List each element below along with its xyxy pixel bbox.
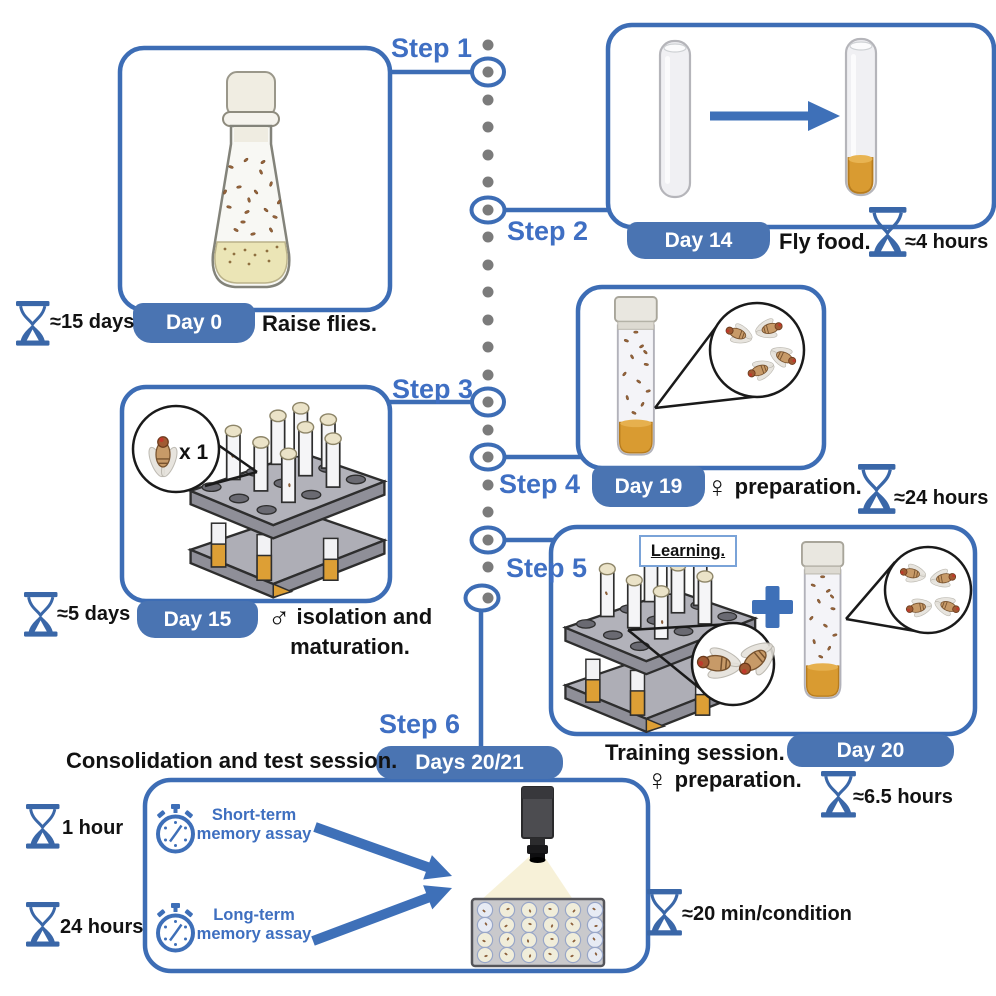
step4-duration: ≈24 hours: [894, 487, 989, 509]
stopwatch-icon-long-term: [154, 901, 196, 953]
well-plate-illustration: [470, 897, 606, 968]
hourglass-icon-step1: [14, 299, 51, 348]
step5-caption: Training session.: [605, 740, 785, 765]
male-symbol: ♂: [267, 601, 291, 634]
food-tube-food: [847, 155, 874, 194]
magnifier-callout-step3: [204, 440, 258, 488]
fly-vial-illustration: [615, 297, 657, 455]
female-symbol-2: ♀: [646, 764, 669, 797]
step4-day-badge: Day 19: [592, 466, 705, 507]
long-term-assay-label: Long-term memory assay: [196, 906, 312, 944]
step2-duration: ≈4 hours: [905, 231, 989, 253]
hourglass-icon-step3: [22, 590, 59, 639]
timeline-connectors: [388, 69, 616, 752]
learning-label-box: Learning.: [639, 535, 737, 567]
hourglass-icon-step5: [819, 769, 858, 820]
step3-day-badge: Day 15: [137, 601, 258, 638]
magnifier-callout-step5-right: [845, 561, 922, 634]
hourglass-icon-step4: [856, 462, 898, 516]
female-symbol: ♀: [706, 471, 729, 504]
step1-label: Step 1: [391, 33, 473, 63]
camera-icon: [521, 786, 554, 863]
magnifier-circle-step5-right: [883, 545, 973, 635]
step6-caption: Consolidation and test session.: [66, 748, 398, 773]
step3-duration: ≈5 days: [57, 603, 131, 625]
fly-count-label: x 1: [179, 441, 209, 464]
step6-label: Step 6: [379, 709, 461, 739]
step5-day-badge: Day 20: [787, 734, 954, 767]
hourglass-icon-per-condition: [645, 887, 684, 938]
timeline-dots: [482, 39, 494, 604]
long-term-duration: 24 hours: [60, 916, 144, 938]
step1-duration: ≈15 days: [50, 311, 135, 333]
long-term-arrow: [311, 885, 452, 946]
step1-caption: Raise flies.: [262, 311, 377, 336]
step2-box: [605, 22, 996, 230]
empty-tube-illustration: [658, 39, 692, 199]
step4-label: Step 4: [499, 469, 581, 499]
step3-label: Step 3: [392, 374, 474, 404]
short-term-arrow: [313, 822, 452, 880]
timeline-node-step6: [463, 583, 501, 613]
short-term-duration: 1 hour: [62, 817, 124, 839]
plus-icon: [752, 586, 793, 628]
step6-day-badge: Days 20/21: [376, 746, 563, 779]
stopwatch-icon-short-term: [154, 802, 196, 854]
camera-light-cone: [480, 856, 574, 901]
step5-caption2: ♀ preparation.: [646, 764, 802, 797]
step1-day-badge: Day 0: [133, 303, 255, 343]
magnifier-callout-step4: [654, 322, 762, 410]
hourglass-icon-short-term: [24, 802, 61, 851]
fly-bottle-illustration: [211, 71, 291, 289]
short-term-assay-label: Short-term memory assay: [196, 806, 312, 844]
step2-label: Step 2: [507, 216, 589, 246]
step2-caption: Fly food.: [779, 229, 871, 254]
step2-day-badge: Day 14: [627, 222, 770, 259]
fly-vial-illustration-2: [802, 542, 843, 698]
step3-caption: ♂ isolation and maturation.: [267, 601, 433, 660]
hourglass-icon-long-term: [24, 900, 61, 949]
magnifier-callout-step5-left: [627, 622, 732, 696]
step4-caption: ♀ preparation.: [706, 471, 862, 504]
step5-duration: ≈6.5 hours: [853, 786, 953, 808]
per-condition-duration: ≈20 min/condition: [682, 903, 852, 925]
step5-label: Step 5: [506, 553, 588, 583]
timeline-nodes: [463, 56, 507, 613]
transfer-arrow: [710, 101, 840, 131]
